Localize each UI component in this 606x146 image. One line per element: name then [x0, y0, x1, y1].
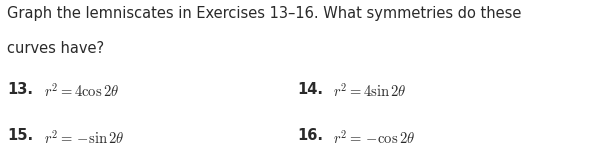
Text: $r^2 = 4\sin 2\theta$: $r^2 = 4\sin 2\theta$	[333, 82, 407, 100]
Text: 16.: 16.	[297, 128, 323, 144]
Text: 15.: 15.	[7, 128, 33, 144]
Text: $r^2 = -\!\cos 2\theta$: $r^2 = -\!\cos 2\theta$	[333, 128, 415, 146]
Text: curves have?: curves have?	[7, 41, 104, 56]
Text: Graph the lemniscates in Exercises 13–16. What symmetries do these: Graph the lemniscates in Exercises 13–16…	[7, 6, 522, 21]
Text: 13.: 13.	[7, 82, 33, 97]
Text: 14.: 14.	[297, 82, 323, 97]
Text: $r^2 = -\!\sin 2\theta$: $r^2 = -\!\sin 2\theta$	[44, 128, 124, 146]
Text: $r^2 = 4\cos 2\theta$: $r^2 = 4\cos 2\theta$	[44, 82, 119, 100]
